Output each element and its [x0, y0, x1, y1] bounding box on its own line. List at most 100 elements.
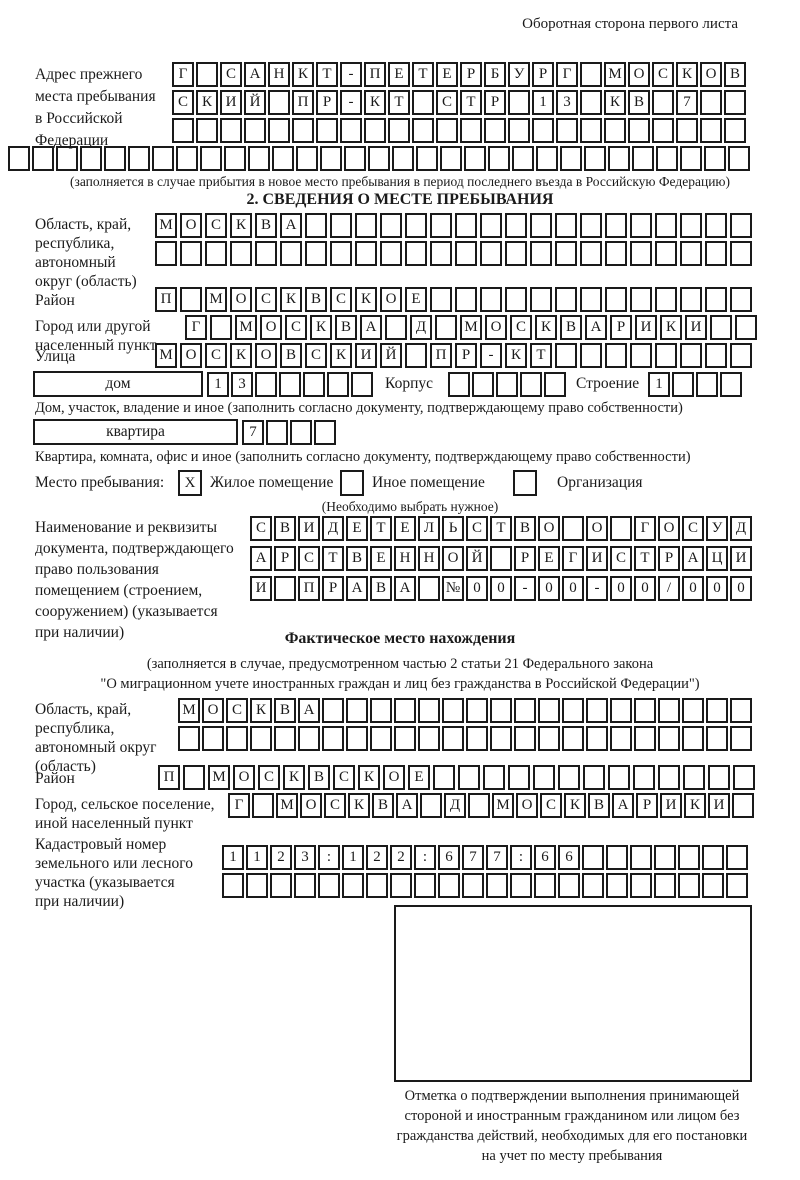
char-box: С: [330, 287, 352, 312]
char-box: Т: [322, 546, 344, 571]
char-box: [292, 118, 314, 143]
char-box: [634, 698, 656, 723]
char-box: В: [308, 765, 330, 790]
char-box: О: [260, 315, 282, 340]
char-box: М: [205, 287, 227, 312]
char-box: [560, 146, 582, 171]
char-box: О: [230, 287, 252, 312]
char-box: [610, 698, 632, 723]
char-box: [605, 343, 627, 368]
char-box: -: [480, 343, 502, 368]
actual-location-note-1: (заполняется в случае, предусмотренном ч…: [146, 656, 654, 672]
char-box: [200, 146, 222, 171]
char-box: Р: [460, 62, 482, 87]
char-box: Е: [538, 546, 560, 571]
char-box: [355, 213, 377, 238]
char-box: [484, 118, 506, 143]
char-box: С: [205, 213, 227, 238]
char-box: [466, 698, 488, 723]
char-box: 1: [342, 845, 364, 870]
char-box: [558, 873, 580, 898]
char-box: [520, 372, 542, 397]
char-box: С: [324, 793, 346, 818]
char-box: М: [276, 793, 298, 818]
char-box: [726, 845, 748, 870]
char-box: Е: [394, 516, 416, 541]
char-box: О: [442, 546, 464, 571]
char-box: [224, 146, 246, 171]
char-box: [580, 213, 602, 238]
char-box: 1: [207, 372, 229, 397]
char-box: О: [380, 287, 402, 312]
char-box: К: [230, 343, 252, 368]
char-box: [196, 118, 218, 143]
stamp-caption: Отметка о подтверждении выполнения прини…: [396, 1088, 748, 1164]
section2-title: 2. СВЕДЕНИЯ О МЕСТЕ ПРЕБЫВАНИЯ: [246, 191, 554, 208]
char-box: Т: [370, 516, 392, 541]
char-box: [56, 146, 78, 171]
char-box: [558, 765, 580, 790]
char-box: [442, 726, 464, 751]
char-box: [380, 241, 402, 266]
char-box: К: [358, 765, 380, 790]
char-box: С: [652, 62, 674, 87]
char-box: [480, 287, 502, 312]
char-box: [433, 765, 455, 790]
char-box: 1: [532, 90, 554, 115]
char-box: [580, 287, 602, 312]
char-box: 7: [676, 90, 698, 115]
char-box: [370, 698, 392, 723]
char-box: [683, 765, 705, 790]
char-box: К: [230, 213, 252, 238]
prev-address-row-4: [8, 146, 750, 171]
char-box: П: [364, 62, 386, 87]
char-box: [705, 343, 727, 368]
char-box: [654, 845, 676, 870]
char-box: Р: [274, 546, 296, 571]
char-box: [733, 765, 755, 790]
char-box: [586, 726, 608, 751]
street-label: Улица: [35, 348, 76, 365]
char-box: Т: [316, 62, 338, 87]
char-box: [533, 765, 555, 790]
char-box: [252, 793, 274, 818]
char-box: [706, 726, 728, 751]
char-box: [405, 213, 427, 238]
char-box: -: [586, 576, 608, 601]
char-box: [730, 287, 752, 312]
char-box: Т: [412, 62, 434, 87]
char-box: А: [360, 315, 382, 340]
char-box: [680, 241, 702, 266]
char-box: [250, 726, 272, 751]
char-box: [274, 576, 296, 601]
char-box: [508, 765, 530, 790]
char-box: А: [280, 213, 302, 238]
cadastral-row-2: [222, 873, 748, 898]
char-box: [706, 698, 728, 723]
char-box: [655, 241, 677, 266]
char-box: О: [180, 343, 202, 368]
char-box: 6: [438, 845, 460, 870]
char-box: В: [370, 576, 392, 601]
char-box: К: [250, 698, 272, 723]
char-box: [654, 873, 676, 898]
apartment-note: Квартира, комната, офис и иное (заполнит…: [35, 449, 691, 465]
char-box: [255, 241, 277, 266]
prev-address-label: Адрес прежнего места пребывания в Россий…: [35, 66, 156, 149]
char-box: :: [510, 845, 532, 870]
char-box: [128, 146, 150, 171]
char-box: [555, 287, 577, 312]
char-box: [316, 118, 338, 143]
char-box: [582, 873, 604, 898]
char-box: [730, 343, 752, 368]
char-box: [630, 343, 652, 368]
char-box: [230, 241, 252, 266]
char-box: [606, 873, 628, 898]
char-box: [486, 873, 508, 898]
char-box: [244, 118, 266, 143]
char-box: [682, 726, 704, 751]
